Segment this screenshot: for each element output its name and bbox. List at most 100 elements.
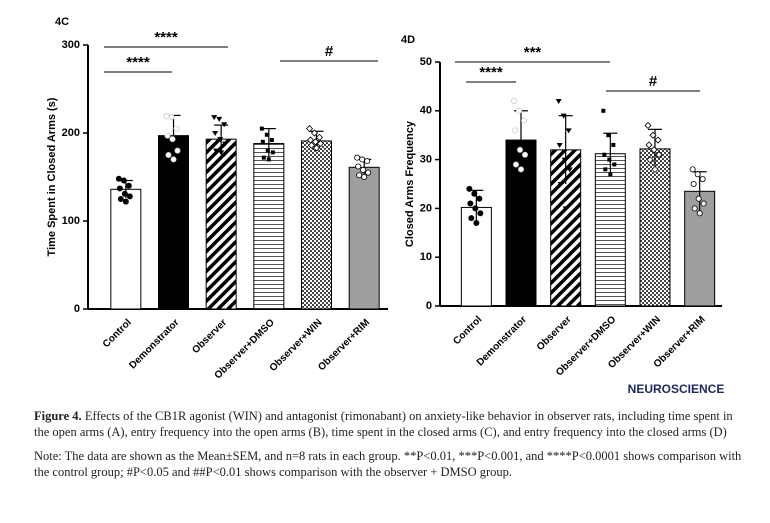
data-point	[122, 198, 129, 205]
y-tick-label: 20	[420, 202, 432, 214]
data-point	[608, 172, 613, 177]
y-tick-label: 100	[62, 215, 80, 227]
y-tick-label: 10	[420, 251, 432, 263]
data-point	[557, 182, 564, 187]
data-point	[117, 195, 124, 202]
data-point	[364, 158, 371, 165]
data-point	[611, 142, 616, 147]
bar	[205, 138, 237, 310]
data-point	[269, 138, 274, 143]
data-point	[266, 157, 271, 162]
data-point	[562, 206, 569, 212]
error-bar	[692, 171, 707, 211]
data-point	[699, 176, 706, 183]
data-point	[168, 114, 175, 121]
data-point	[174, 147, 181, 154]
data-point	[607, 157, 612, 162]
data-point	[650, 146, 658, 154]
data-point	[654, 136, 662, 144]
data-point	[260, 139, 265, 144]
data-point	[121, 190, 128, 197]
data-point	[312, 144, 321, 152]
data-point	[477, 210, 484, 217]
data-point	[556, 142, 563, 148]
data-point	[472, 205, 479, 212]
panel-label: 4C	[55, 16, 69, 28]
data-point	[521, 117, 528, 124]
data-point	[518, 166, 525, 173]
data-point	[522, 151, 529, 158]
data-point	[476, 195, 483, 202]
significance-label: ****	[126, 54, 150, 71]
y-tick-label: 0	[74, 303, 80, 315]
data-point	[164, 132, 171, 139]
data-point	[310, 129, 319, 137]
y-tick-label: 0	[426, 300, 432, 312]
data-point	[694, 171, 701, 178]
data-point	[169, 136, 176, 143]
data-point	[646, 156, 654, 164]
data-point	[165, 151, 172, 158]
data-point	[555, 99, 562, 105]
error-bar	[558, 115, 573, 184]
data-point	[213, 148, 220, 154]
data-point	[115, 175, 122, 182]
data-point	[561, 157, 568, 163]
data-point	[359, 156, 366, 163]
data-point	[173, 125, 180, 132]
data-point	[690, 180, 697, 187]
significance-label: ***	[524, 44, 542, 61]
data-point	[170, 156, 177, 163]
y-tick-label: 40	[420, 105, 432, 117]
data-point	[560, 113, 567, 119]
data-point	[259, 126, 264, 131]
data-point	[222, 141, 229, 147]
logo: NEUROSCIENCE	[628, 382, 725, 396]
data-point	[126, 193, 133, 200]
y-tick-label: 30	[420, 154, 432, 166]
data-point	[473, 220, 480, 227]
panel-label: 4D	[401, 34, 415, 46]
data-point	[305, 125, 314, 133]
data-point	[218, 150, 225, 156]
data-point	[606, 133, 611, 138]
bar	[158, 135, 189, 310]
y-axis-label: Time Spent in Closed Arms (s)	[46, 97, 58, 256]
data-point	[601, 108, 606, 113]
significance-label: ****	[154, 29, 178, 46]
data-point	[645, 141, 653, 149]
data-point	[216, 116, 223, 122]
data-point	[265, 148, 270, 153]
data-point	[512, 127, 519, 134]
data-point	[270, 150, 275, 155]
x-tick-label: Observer+RIM	[316, 317, 372, 373]
y-tick-label: 300	[62, 39, 80, 51]
data-point	[217, 137, 224, 143]
data-point	[116, 185, 123, 192]
bar	[110, 188, 142, 310]
y-tick-label: 50	[420, 56, 432, 68]
data-point	[261, 155, 266, 160]
data-point	[517, 146, 524, 153]
data-point	[120, 177, 127, 184]
data-point	[603, 167, 608, 172]
data-point	[513, 161, 520, 168]
data-point	[360, 166, 367, 173]
data-point	[315, 133, 324, 141]
data-point	[354, 154, 361, 161]
data-point	[356, 172, 363, 179]
data-point	[691, 205, 698, 212]
data-point	[221, 122, 228, 128]
bar	[301, 140, 332, 310]
x-tick-label: Control	[101, 317, 134, 350]
x-tick-label: Observer	[535, 314, 574, 353]
data-point	[695, 195, 702, 202]
bar	[253, 143, 285, 310]
data-point	[163, 113, 170, 120]
caption: Figure 4. Effects of the CB1R agonist (W…	[34, 408, 746, 488]
data-point	[566, 167, 573, 173]
data-point	[471, 190, 478, 197]
data-point	[700, 200, 707, 207]
data-point	[510, 98, 517, 105]
